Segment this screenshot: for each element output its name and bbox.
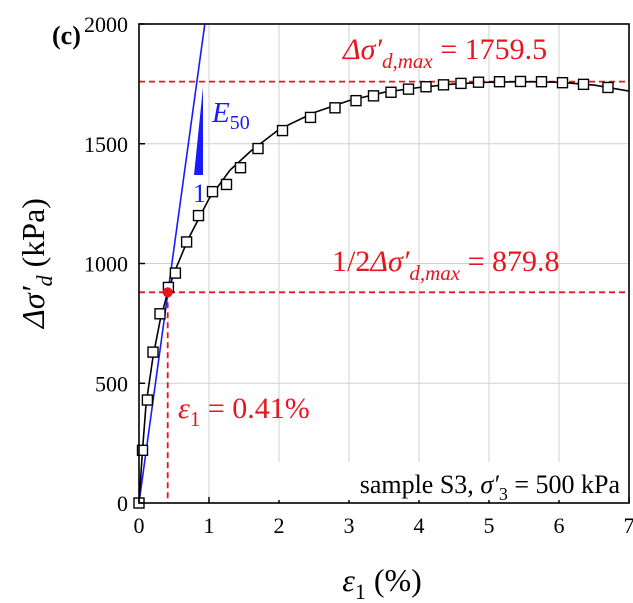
- data-point: [136, 444, 149, 457]
- axes-box: [138, 23, 630, 504]
- sample-note-bg: [262, 462, 626, 500]
- grid: [139, 24, 629, 503]
- y-tick-label: 500: [95, 371, 128, 396]
- x-tick-label: 6: [554, 513, 565, 538]
- max-annotation: Δσ′d,max = 1759.5: [342, 33, 547, 73]
- data-point: [141, 394, 154, 406]
- reference-lines: [139, 80, 629, 503]
- data-point: [147, 346, 159, 358]
- sample-note: sample S3, σ′3 = 500 kPa: [360, 470, 621, 504]
- x-tick-label: 1: [204, 513, 215, 538]
- y-axis-title: Δσ′d (kPa): [15, 198, 57, 330]
- e50-label: E50: [211, 97, 250, 134]
- y-tick-label: 0: [117, 491, 128, 516]
- data-point: [192, 209, 205, 222]
- y-tick-label: 1000: [84, 252, 128, 277]
- data-point: [350, 94, 362, 107]
- strain-annotation: ε1 = 0.41%: [178, 392, 310, 431]
- data-point: [206, 185, 219, 198]
- half-max-point: [162, 287, 173, 298]
- data-point: [385, 86, 397, 98]
- data-point: [493, 76, 506, 88]
- data-point: [535, 76, 548, 88]
- data-point: [514, 75, 527, 88]
- data-point: [304, 111, 317, 124]
- data-point: [169, 267, 182, 279]
- data-point: [402, 83, 415, 95]
- y-tick-label: 1500: [84, 132, 128, 157]
- x-tick-label: 7: [624, 513, 633, 538]
- tick-labels: 0 1 2 3 4 5 6 7 0 500 1000 1500 2000: [84, 12, 633, 538]
- panel-label: (c): [52, 21, 81, 50]
- y-tick-label: 2000: [84, 12, 128, 37]
- e50-tangent-line: [139, 24, 206, 503]
- x-tick-label: 3: [344, 513, 355, 538]
- data-point: [577, 78, 590, 91]
- x-tick-label: 5: [484, 513, 495, 538]
- data-point: [234, 161, 247, 174]
- x-tick-label: 4: [414, 513, 425, 538]
- data-point: [329, 102, 341, 114]
- x-tick-label: 2: [274, 513, 285, 538]
- data-point: [472, 76, 485, 88]
- data-point: [276, 124, 289, 137]
- y-axis-title-group: Δσ′d (kPa): [15, 198, 57, 330]
- x-tick-label: 0: [134, 513, 145, 538]
- plot-frame: [138, 23, 630, 504]
- data-point: [154, 308, 166, 320]
- data-point: [180, 236, 193, 248]
- data-point: [437, 79, 450, 91]
- data-point: [252, 142, 264, 155]
- data-point: [420, 81, 432, 93]
- slope-triangle: [194, 87, 203, 175]
- data-point: [367, 90, 380, 102]
- data-point: [602, 81, 614, 94]
- x-axis-title: ε1 (%): [342, 562, 422, 603]
- fit-curve: [139, 80, 629, 503]
- slope-label: 1: [193, 179, 206, 208]
- data-point: [220, 178, 233, 191]
- half-max-annotation: 1/2Δσ′d,max = 879.8: [332, 245, 559, 285]
- data-point: [556, 76, 569, 89]
- data-point: [455, 77, 467, 90]
